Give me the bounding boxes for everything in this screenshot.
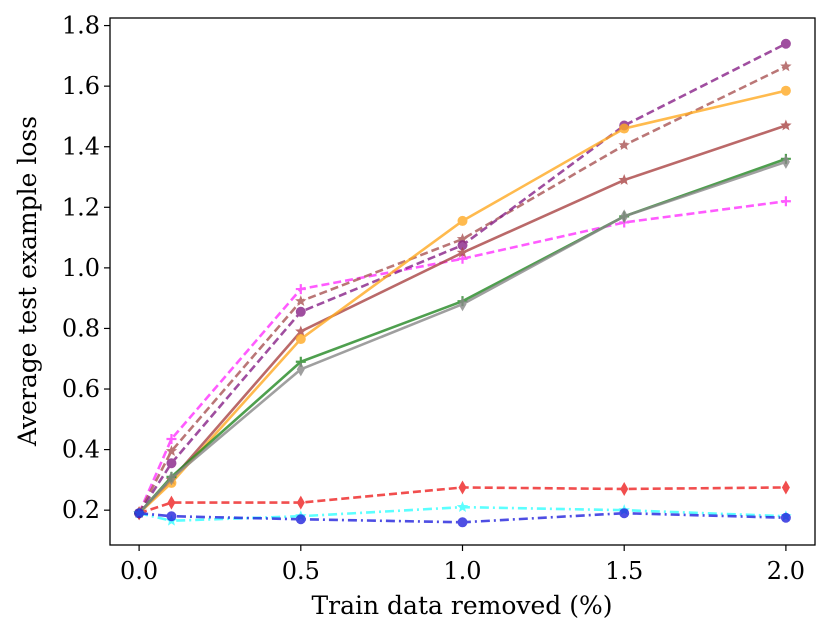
gray-solid-marker	[781, 154, 790, 169]
series-red-dashed	[135, 480, 790, 521]
y-tick-label: 0.6	[62, 375, 100, 403]
orange-solid-marker	[780, 85, 791, 96]
x-tick-label: 1.0	[443, 557, 481, 585]
y-axis-ticks: 0.2 0.4 0.6 0.8 1.0 1.2 1.4 1.6 1.8	[62, 12, 110, 524]
y-tick-label: 0.8	[62, 314, 100, 342]
gray-solid-marker	[296, 362, 305, 377]
series-line-orange-solid	[138, 89, 787, 515]
magenta-dashed-marker	[780, 196, 791, 207]
gray-solid-marker	[458, 297, 467, 312]
brown-dashed-marker	[618, 139, 630, 151]
purple-dashed-marker	[166, 458, 177, 469]
blue-dashdot-marker	[619, 508, 630, 519]
blue-dashdot-marker	[457, 517, 468, 528]
blue-dashdot-marker	[166, 511, 177, 522]
gray-solid-marker	[167, 471, 176, 486]
brown-dashed-marker	[295, 295, 307, 307]
purple-dashed-marker	[457, 240, 468, 251]
magenta-dashed-marker	[295, 284, 306, 295]
red-dashed-marker	[620, 481, 629, 496]
orange-solid-marker	[457, 215, 468, 226]
orange-solid-marker	[295, 334, 306, 345]
purple-dashed-marker	[295, 306, 306, 317]
y-tick-label: 1.2	[62, 193, 100, 221]
series-green-solid	[134, 153, 791, 519]
y-tick-label: 1.4	[62, 133, 100, 161]
gray-solid-marker	[620, 209, 629, 224]
series-line-blue-dashdot	[138, 511, 786, 524]
red-dashed-marker	[781, 480, 790, 495]
x-tick-label: 0.0	[120, 557, 158, 585]
series-layer	[133, 38, 792, 528]
series-line-magenta-dashed	[137, 199, 787, 514]
series-brown-solid	[133, 119, 792, 519]
brown-dashed-marker	[780, 60, 792, 72]
y-axis-label: Average test example loss	[13, 116, 42, 447]
brown-solid-marker	[780, 119, 792, 131]
brown-dashed-marker	[456, 233, 469, 244]
series-line-brown-dashed	[137, 65, 787, 514]
series-line-gray-solid	[138, 160, 787, 515]
x-tick-label: 1.5	[605, 557, 643, 585]
x-tick-label: 2.0	[767, 557, 805, 585]
brown-dashed-marker	[165, 445, 178, 456]
y-tick-label: 0.4	[62, 436, 100, 464]
brown-solid-marker	[456, 246, 469, 258]
brown-solid-marker	[618, 174, 630, 185]
magenta-dashed-marker	[166, 433, 177, 444]
plot-frame	[109, 17, 816, 546]
series-purple-dashed	[134, 38, 791, 519]
orange-solid-marker	[619, 123, 630, 134]
y-tick-label: 1.8	[62, 12, 100, 40]
series-brown-dashed	[133, 60, 792, 519]
cyan-dashdot-marker	[456, 501, 469, 512]
series-line-green-solid	[138, 157, 787, 515]
brown-solid-marker	[295, 325, 307, 337]
x-axis-label: Train data removed (%)	[311, 591, 612, 620]
series-blue-dashdot	[134, 508, 791, 528]
series-line-brown-solid	[138, 124, 787, 515]
blue-dashdot-marker	[295, 514, 306, 525]
series-line-purple-dashed	[138, 42, 787, 514]
series-line-cyan-dashdot	[138, 505, 786, 523]
magenta-dashed-marker	[457, 253, 468, 264]
x-tick-label: 0.5	[282, 557, 320, 585]
y-tick-label: 1.0	[62, 254, 100, 282]
red-dashed-marker	[296, 495, 305, 510]
blue-dashdot-marker	[780, 512, 791, 523]
red-dashed-marker	[167, 495, 176, 510]
purple-dashed-marker	[780, 38, 791, 49]
x-axis-ticks: 0.0 0.5 1.0 1.5 2.0	[120, 545, 805, 585]
series-gray-solid	[135, 154, 790, 521]
blue-dashdot-marker	[134, 508, 145, 519]
red-dashed-marker	[458, 480, 467, 495]
y-tick-label: 0.2	[62, 496, 100, 524]
y-tick-label: 1.6	[62, 72, 100, 100]
series-line-red-dashed	[138, 486, 786, 515]
